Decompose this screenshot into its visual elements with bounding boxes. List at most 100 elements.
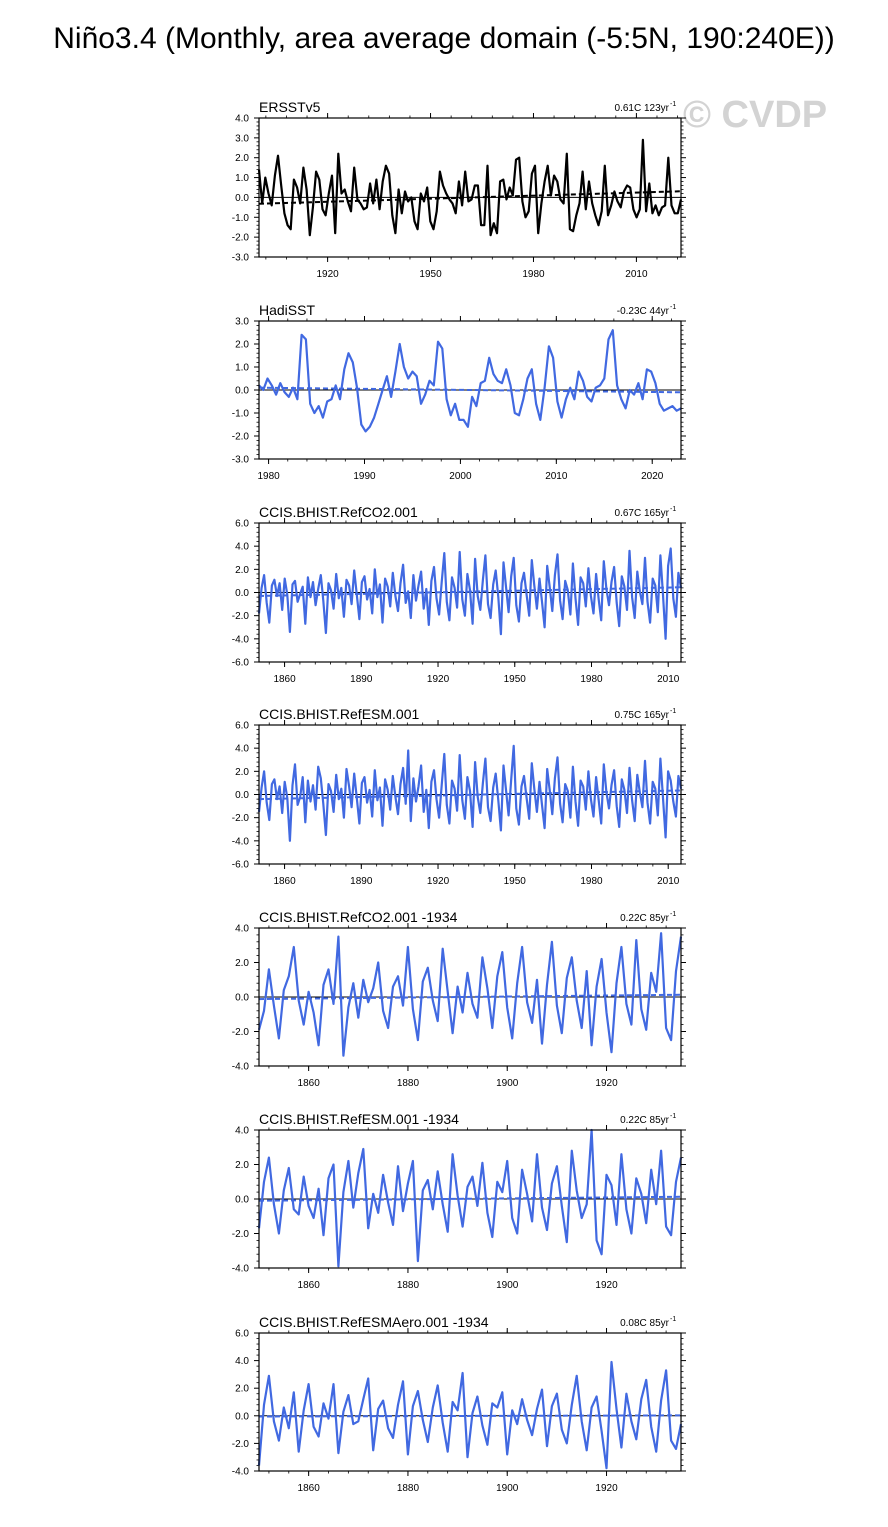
panel-title: ERSSTv5 — [259, 99, 321, 115]
y-tick-label: 4.0 — [235, 1126, 249, 1137]
x-tick-label: 1860 — [273, 674, 296, 685]
y-tick-label: -4.0 — [232, 1467, 250, 1478]
y-tick-label: 0.0 — [235, 588, 249, 599]
y-tick-label: -4.0 — [232, 1062, 250, 1073]
x-tick-label: 1950 — [419, 269, 442, 280]
series-line — [257, 1128, 683, 1268]
y-tick-label: -2.0 — [232, 233, 250, 244]
y-tick-label: 4.0 — [235, 1356, 249, 1367]
x-tick-label: 2020 — [641, 471, 664, 482]
y-tick-label: 2.0 — [235, 565, 249, 576]
x-tick-label: 1860 — [298, 1280, 321, 1291]
y-tick-label: -2.0 — [232, 813, 250, 824]
x-tick-label: 1900 — [496, 1483, 519, 1494]
trend-line — [258, 386, 682, 394]
x-tick-label: 1860 — [273, 876, 296, 887]
series-line — [257, 547, 683, 640]
trend-label: 0.22C 85yr — [620, 1115, 670, 1126]
x-tick-label: 1880 — [397, 1078, 420, 1089]
y-tick-label: -3.0 — [232, 253, 250, 264]
x-tick-label: 1900 — [496, 1280, 519, 1291]
y-tick-label: -1.0 — [232, 409, 250, 420]
panel-3: CCIS.BHIST.RefCO2.001 0.67C 165yr -1 6.0 4.0… — [232, 504, 686, 685]
trend-label-superscript: -1 — [670, 911, 676, 918]
y-tick-label: -2.0 — [232, 611, 250, 622]
x-tick-label: 1920 — [427, 674, 450, 685]
x-tick-label: 2000 — [449, 471, 472, 482]
x-tick-label: 2010 — [657, 674, 680, 685]
trend-line — [258, 1414, 682, 1418]
y-tick-label: 4.0 — [235, 744, 249, 755]
y-tick-label: 2.0 — [235, 1160, 249, 1171]
panel-title: CCIS.BHIST.RefESM.001 -1934 — [259, 1111, 459, 1127]
x-tick-label: 1950 — [504, 876, 527, 887]
trend-label: 0.75C 165yr — [615, 710, 670, 721]
trend-label: 0.22C 85yr — [620, 913, 670, 924]
y-tick-label: -4.0 — [232, 836, 250, 847]
x-tick-label: 1980 — [580, 876, 603, 887]
x-tick-label: 1860 — [298, 1483, 321, 1494]
panel-2: HadiSST -0.23C 44yr -1 3.0 2.0 1.0 0.0 -1.0 -2.0… — [232, 302, 686, 482]
trend-line — [258, 1195, 682, 1202]
trend-label-superscript: -1 — [670, 1113, 676, 1120]
y-tick-label: 0.0 — [235, 1195, 249, 1206]
x-tick-label: 1890 — [350, 876, 373, 887]
y-tick-label: -2.0 — [232, 1439, 250, 1450]
x-tick-label: 2010 — [625, 269, 648, 280]
trend-label: 0.67C 165yr — [615, 508, 670, 519]
panel-1: ERSSTv5 0.61C 123yr -1 4.0 3.0 2.0 1.0 0.0 -1.0 -… — [232, 99, 686, 280]
series-line — [257, 932, 683, 1057]
y-tick-label: 2.0 — [235, 1384, 249, 1395]
series-line — [257, 138, 683, 237]
panel-title: HadiSST — [259, 302, 315, 318]
y-tick-label: 3.0 — [235, 317, 249, 328]
y-tick-label: 4.0 — [235, 114, 249, 125]
plot-frame — [258, 724, 682, 865]
series-line — [257, 1360, 683, 1470]
y-tick-label: -6.0 — [232, 658, 250, 669]
series-line — [257, 744, 683, 842]
y-tick-label: -1.0 — [232, 213, 250, 224]
x-tick-label: 1920 — [595, 1483, 618, 1494]
plot-frame — [258, 320, 682, 460]
figure-title: Niño3.4 (Monthly, area average domain (-… — [53, 22, 835, 55]
x-tick-label: 1980 — [580, 674, 603, 685]
x-tick-label: 2010 — [657, 876, 680, 887]
y-tick-label: 4.0 — [235, 542, 249, 553]
panel-4: CCIS.BHIST.RefESM.001 0.75C 165yr -1 6.0 4.0… — [232, 706, 686, 887]
y-tick-label: 0.0 — [235, 993, 249, 1004]
y-tick-label: 2.0 — [235, 958, 249, 969]
trend-label: -0.23C 44yr — [617, 306, 670, 317]
x-tick-label: 1920 — [595, 1280, 618, 1291]
trend-line — [258, 993, 682, 1001]
trend-line — [258, 789, 682, 801]
x-tick-label: 1990 — [353, 471, 376, 482]
y-tick-label: -2.0 — [232, 1229, 250, 1240]
x-tick-label: 1980 — [522, 269, 545, 280]
y-tick-label: 0.0 — [235, 790, 249, 801]
y-tick-label: -4.0 — [232, 634, 250, 645]
x-tick-label: 1880 — [397, 1483, 420, 1494]
series-line — [258, 329, 682, 433]
plot-frame — [258, 927, 682, 1067]
panel-title: CCIS.BHIST.RefESM.001 — [259, 706, 419, 722]
y-tick-label: 0.0 — [235, 1411, 249, 1422]
trend-label-superscript: -1 — [670, 506, 676, 513]
panel-5: CCIS.BHIST.RefCO2.001 -1934 0.22C 85yr -1 4… — [232, 909, 686, 1089]
plot-frame — [258, 1332, 682, 1472]
plot-frame — [258, 117, 682, 258]
y-tick-label: -3.0 — [232, 455, 250, 466]
x-tick-label: 1860 — [298, 1078, 321, 1089]
y-tick-label: 2.0 — [235, 153, 249, 164]
y-tick-label: 1.0 — [235, 173, 249, 184]
panel-6: CCIS.BHIST.RefESM.001 -1934 0.22C 85yr -1 4… — [232, 1111, 686, 1291]
x-tick-label: 1920 — [595, 1078, 618, 1089]
y-tick-label: 4.0 — [235, 924, 249, 935]
plot-frame — [258, 522, 682, 663]
trend-line — [258, 586, 682, 597]
x-tick-label: 2010 — [545, 471, 568, 482]
trend-label: 0.61C 123yr — [615, 103, 670, 114]
x-tick-label: 1920 — [427, 876, 450, 887]
x-tick-label: 1890 — [350, 674, 373, 685]
